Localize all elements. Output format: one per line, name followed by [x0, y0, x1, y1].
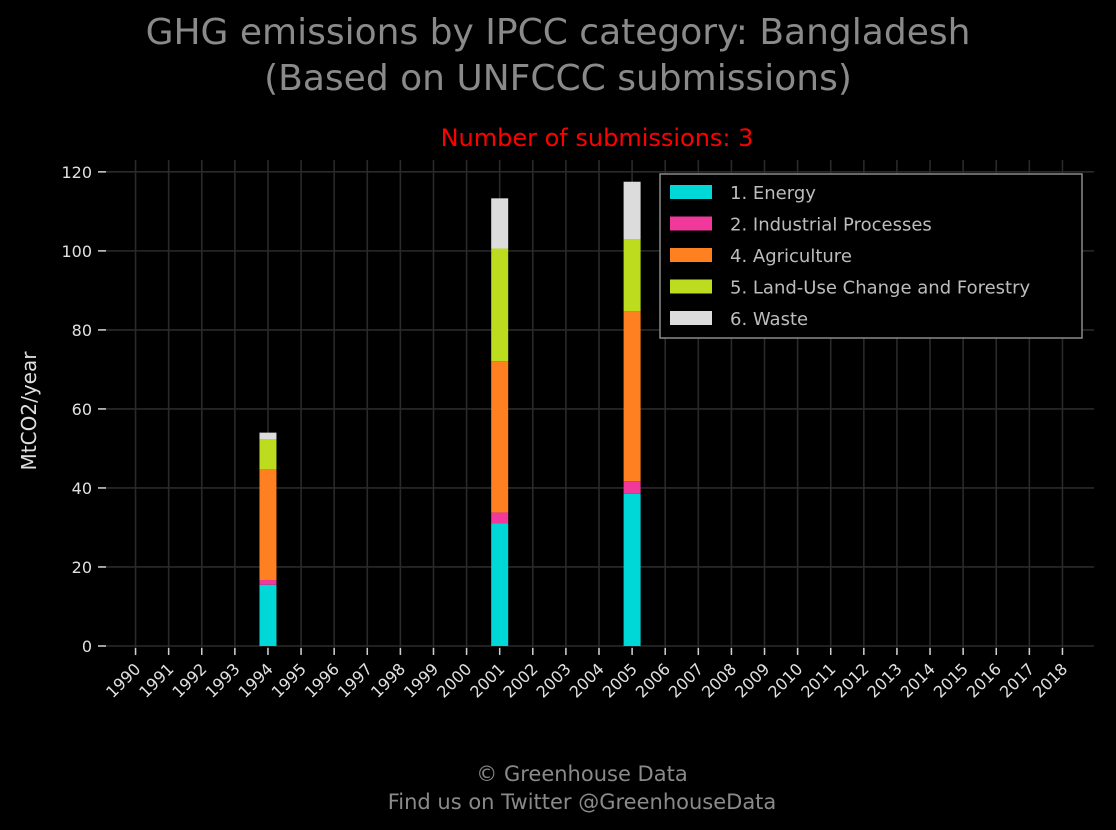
- x-tick-label: 1994: [235, 659, 277, 701]
- bar-segment: [623, 493, 641, 646]
- y-tick-label: 20: [72, 558, 92, 577]
- bar-segment: [623, 239, 641, 312]
- bar-segment: [259, 432, 277, 440]
- bar-segment: [491, 198, 509, 249]
- x-tick-label: 1995: [268, 659, 310, 701]
- legend-swatch: [670, 185, 712, 199]
- x-tick-label: 1997: [334, 659, 376, 701]
- x-tick-label: 1996: [301, 659, 343, 701]
- x-tick-label: 2016: [963, 659, 1005, 701]
- legend-swatch: [670, 311, 712, 325]
- x-tick-label: 2003: [532, 659, 574, 701]
- x-tick-label: 2013: [864, 659, 906, 701]
- x-tick-label: 2017: [996, 659, 1038, 701]
- bar-segment: [623, 181, 641, 240]
- bars: [259, 181, 641, 646]
- x-tick-label: 2002: [499, 659, 541, 701]
- bar-segment: [491, 248, 509, 362]
- x-tick-label: 2000: [433, 659, 475, 701]
- legend-label: 6. Waste: [730, 309, 808, 330]
- y-tick-label: 60: [72, 400, 92, 419]
- chart-area: 0204060801001201990199119921993199419951…: [17, 160, 1094, 702]
- x-tick-label: 2006: [632, 659, 674, 701]
- x-tick-label: 2014: [897, 659, 939, 701]
- x-tick-label: 2010: [764, 659, 806, 701]
- bar-segment: [491, 361, 509, 513]
- x-tick-label: 2011: [797, 659, 839, 701]
- x-tick-label: 1999: [400, 659, 442, 701]
- chart-subtitle: Number of submissions: 3: [440, 124, 754, 152]
- legend-swatch: [670, 216, 712, 231]
- footer-copyright: © Greenhouse Data: [476, 762, 688, 786]
- legend-label: 2. Industrial Processes: [730, 215, 932, 236]
- x-tick-label: 2015: [930, 659, 972, 701]
- y-tick-label: 120: [61, 163, 92, 182]
- bar-segment: [259, 584, 277, 646]
- x-tick-label: 2004: [566, 659, 608, 701]
- bar-segment: [259, 469, 277, 581]
- chart-title: GHG emissions by IPCC category: Banglade…: [0, 10, 1116, 102]
- bar-segment: [259, 439, 277, 470]
- x-tick-label: 2012: [830, 659, 872, 701]
- bar-segment: [491, 512, 509, 524]
- bar-segment: [623, 481, 641, 494]
- x-tick-label: 1990: [102, 659, 144, 701]
- footer: © Greenhouse Data Find us on Twitter @Gr…: [0, 760, 1116, 816]
- y-tick-label: 40: [72, 479, 92, 498]
- legend-label: 5. Land-Use Change and Forestry: [730, 278, 1030, 299]
- chart-title-line1: GHG emissions by IPCC category: Banglade…: [145, 12, 971, 53]
- x-tick-label: 2007: [665, 659, 707, 701]
- x-tick-label: 1993: [201, 659, 243, 701]
- x-tick-label: 2009: [731, 659, 773, 701]
- y-tick-label: 0: [82, 637, 92, 656]
- legend-label: 1. Energy: [730, 183, 816, 204]
- x-tick-label: 2018: [1029, 659, 1071, 701]
- legend-swatch: [670, 279, 712, 294]
- legend: 1. Energy 2. Industrial Processes 4. Agric…: [659, 173, 1083, 339]
- y-axis-label: MtCO2/year: [17, 351, 41, 471]
- y-tick-label: 100: [61, 242, 92, 261]
- legend-swatch: [670, 248, 712, 262]
- x-tick-label: 1998: [367, 659, 409, 701]
- x-tick-label: 2008: [698, 659, 740, 701]
- x-tick-label: 2001: [466, 659, 508, 701]
- x-tick-label: 1992: [168, 659, 210, 701]
- legend-box: [659, 173, 1083, 339]
- legend-label: 4. Agriculture: [730, 246, 852, 267]
- bar-segment: [491, 523, 509, 646]
- x-tick-label: 2005: [599, 659, 641, 701]
- x-tick-label: 1991: [135, 659, 177, 701]
- chart-title-line2: (Based on UNFCCC submissions): [264, 58, 852, 99]
- bar-segment: [623, 311, 641, 482]
- y-tick-label: 80: [72, 321, 92, 340]
- footer-twitter: Find us on Twitter @GreenhouseData: [387, 790, 777, 814]
- bar-segment: [259, 580, 277, 585]
